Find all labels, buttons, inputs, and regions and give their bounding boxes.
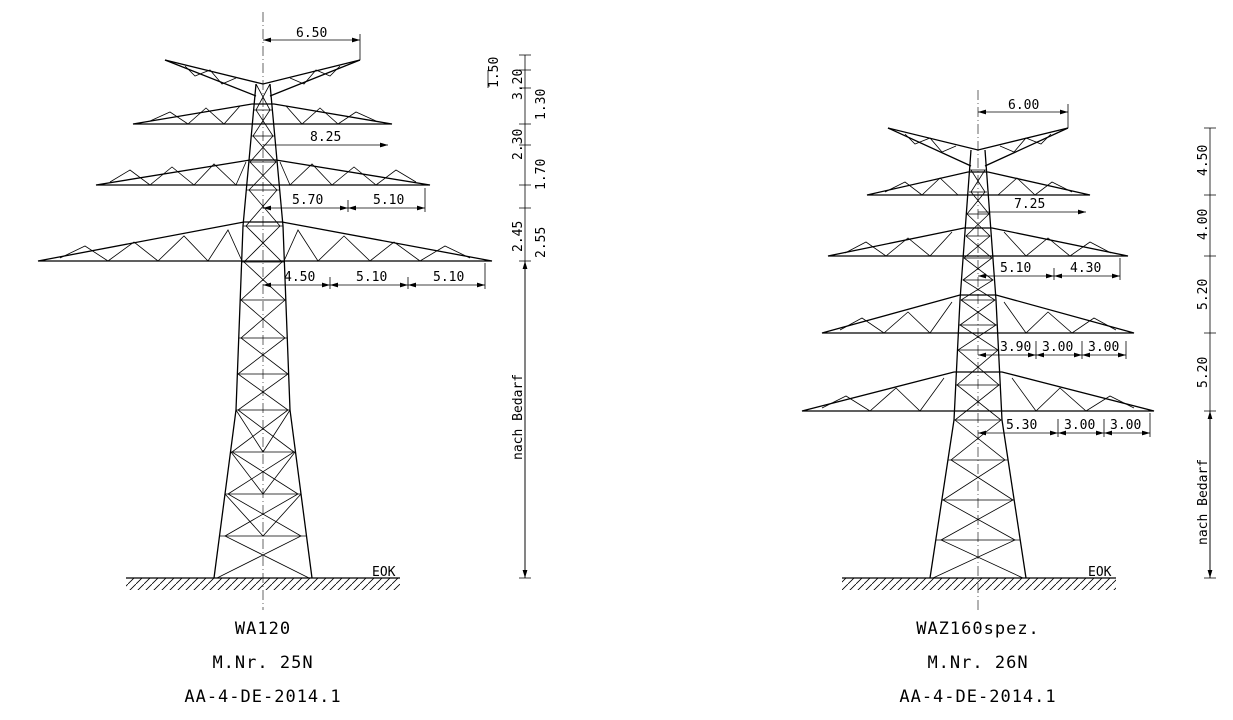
ground-label: EOK: [372, 565, 396, 580]
crossarm-2: [95, 159, 431, 186]
dim-h2: 8.25: [310, 130, 341, 145]
ground-hatch: [842, 577, 1116, 590]
crossarm-4: [801, 371, 1155, 412]
tower-name: WAZ160spez.: [916, 619, 1040, 639]
height-label: nach Bedarf: [511, 374, 526, 460]
vertical-dimensions: [1204, 127, 1216, 579]
horizontal-dimensions: [978, 104, 1151, 437]
tower-number: M.Nr. 26N: [927, 653, 1028, 673]
dim-h2: 7.25: [1014, 197, 1045, 212]
dim-v1: 1.50: [487, 57, 502, 88]
dim-v7: 2.55: [534, 227, 549, 258]
tower-number: M.Nr. 25N: [212, 653, 313, 673]
dim-h3: 5.10: [1000, 261, 1031, 276]
dim-h5: 4.50: [284, 270, 315, 285]
tower-code: AA-4-DE-2014.1: [184, 687, 341, 707]
dim-v4: 2.30: [511, 129, 526, 160]
crossarm-3: [37, 221, 493, 262]
dim-v6: 2.45: [511, 221, 526, 252]
dim-h10: 3.00: [1110, 418, 1141, 433]
dim-h7: 3.00: [1088, 340, 1119, 355]
dim-h4: 5.10: [373, 193, 404, 208]
dim-h4: 4.30: [1070, 261, 1101, 276]
dim-h3: 5.70: [292, 193, 323, 208]
crossarm-2: [827, 227, 1129, 257]
dim-h6: 3.00: [1042, 340, 1073, 355]
dim-v2: 3.20: [511, 69, 526, 100]
vertical-dimensions: [487, 54, 531, 579]
dim-h1: 6.50: [296, 26, 327, 41]
dim-v3: 5.20: [1196, 279, 1211, 310]
earthwire-peak: [164, 59, 361, 97]
tower-shaft: [213, 83, 313, 579]
dim-h8: 5.30: [1006, 418, 1037, 433]
ground-label: EOK: [1088, 565, 1112, 580]
dim-h9: 3.00: [1064, 418, 1095, 433]
horizontal-dimensions: [263, 34, 486, 289]
crossarm-1: [132, 103, 393, 125]
dim-h5: 3.90: [1000, 340, 1031, 355]
crossarm-3: [821, 294, 1135, 334]
dim-v3: 1.30: [534, 89, 549, 120]
dim-v2: 4.00: [1196, 209, 1211, 240]
height-label: nach Bedarf: [1196, 459, 1211, 545]
dim-h6: 5.10: [356, 270, 387, 285]
crossarm-1: [866, 171, 1091, 196]
tower-waz160spez: EOK: [801, 90, 1216, 707]
dim-v1: 4.50: [1196, 145, 1211, 176]
tower-wa120: EOK: [37, 12, 549, 707]
dim-v5: 1.70: [534, 159, 549, 190]
tower-name: WA120: [235, 619, 291, 639]
dim-v4: 5.20: [1196, 357, 1211, 388]
earthwire-peak: [887, 127, 1069, 167]
tower-shaft: [929, 149, 1027, 579]
tower-code: AA-4-DE-2014.1: [899, 687, 1056, 707]
dim-h7: 5.10: [433, 270, 464, 285]
dim-h1: 6.00: [1008, 98, 1039, 113]
